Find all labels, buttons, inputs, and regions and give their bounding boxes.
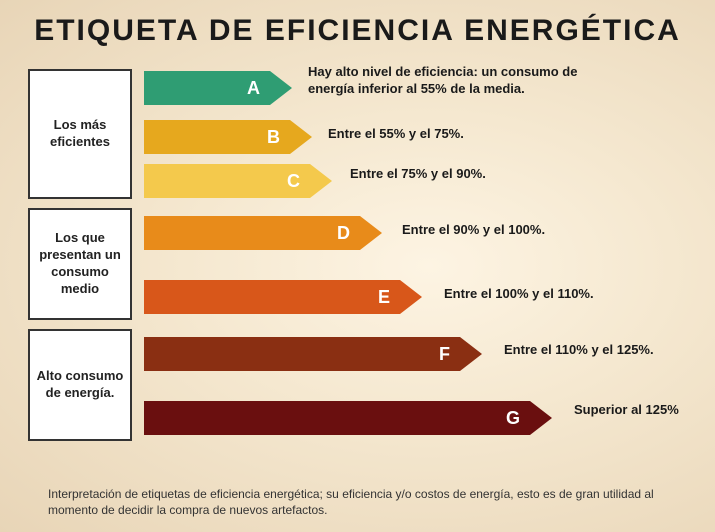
footer-text: Interpretación de etiquetas de eficienci… [48,486,679,518]
efficiency-arrow-g: G [144,401,552,435]
arrow-body: C [144,164,310,198]
efficiency-arrow-b: B [144,120,312,154]
group-box-0: Los más eficientes [28,69,132,199]
arrow-description-e: Entre el 100% y el 110%. [444,286,704,303]
arrow-body: B [144,120,290,154]
arrow-body: E [144,280,400,314]
arrow-head [460,337,482,371]
efficiency-arrow-d: D [144,216,382,250]
arrow-description-g: Superior al 125% [574,402,715,419]
arrow-description-d: Entre el 90% y el 100%. [402,222,662,239]
arrow-description-f: Entre el 110% y el 125%. [504,342,715,359]
arrow-body: F [144,337,460,371]
arrow-body: G [144,401,530,435]
arrow-description-b: Entre el 55% y el 75%. [328,126,588,143]
efficiency-arrow-a: A [144,71,292,105]
arrow-head [290,120,312,154]
arrow-head [530,401,552,435]
arrow-head [360,216,382,250]
arrow-head [270,71,292,105]
arrow-body: A [144,71,270,105]
group-box-2: Alto consumo de energía. [28,329,132,441]
efficiency-arrow-e: E [144,280,422,314]
page-title: ETIQUETA DE EFICIENCIA ENERGÉTICA [28,14,687,48]
group-box-1: Los que presentan un consumo medio [28,208,132,320]
arrow-description-a: Hay alto nivel de eficiencia: un consumo… [308,64,618,98]
efficiency-arrow-c: C [144,164,332,198]
diagram-body: Los más eficientesLos que presentan un c… [28,58,687,468]
efficiency-arrow-f: F [144,337,482,371]
arrow-head [400,280,422,314]
arrow-body: D [144,216,360,250]
arrow-head [310,164,332,198]
arrow-description-c: Entre el 75% y el 90%. [350,166,610,183]
